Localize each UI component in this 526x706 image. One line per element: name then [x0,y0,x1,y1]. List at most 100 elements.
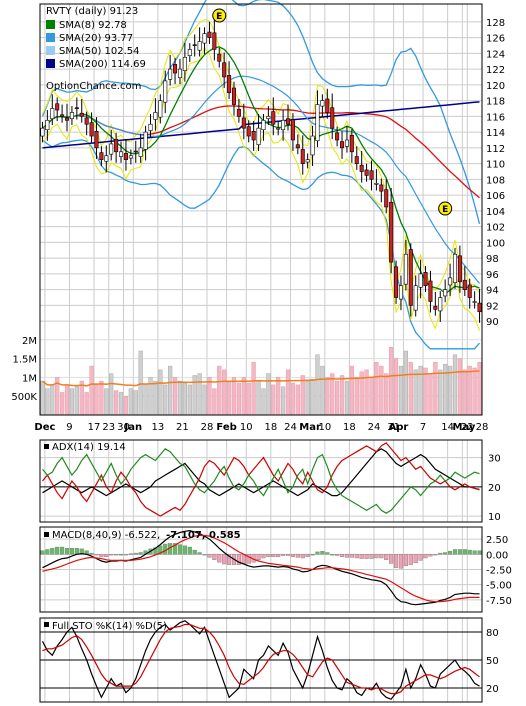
x-tick-label: 24 [284,422,297,433]
candle-body [94,131,99,149]
volume-bar [69,388,75,416]
keltner-upper-line [42,18,480,294]
volume-bar [226,380,232,416]
x-tick-label: 30 [117,422,130,433]
candle-body [340,141,345,149]
candle-body [138,147,143,157]
x-tick-label: 10 [240,422,253,433]
macd-histogram-bar [349,554,354,558]
x-tick-label: 17 [88,422,101,433]
volume-bar [104,388,109,416]
volume-bar [276,377,281,416]
macd-histogram-bar [418,554,423,561]
volume-bar [433,362,438,416]
volume-bar [398,365,404,416]
volume-bar [133,390,138,416]
price-tick-label: 106 [486,191,505,202]
volume-bar [403,350,408,416]
macd-panel: 2.50 0.00 -2.50 -5.00 -7.50 MACD(8,40,9) -6.5… [39,526,512,613]
sma20-line [42,75,480,284]
volume-bar [320,365,325,416]
volume-bar [295,384,300,416]
macd-histogram-bar [55,546,60,555]
candle-body [384,189,389,208]
macd-histogram-bar [128,553,133,555]
volume-bar [158,369,163,416]
volume-tick-label: 500K [11,392,37,403]
volume-bar [64,384,70,416]
adx-title-marker [44,444,49,449]
volume-bar [45,388,50,416]
macd-histogram-bar [222,554,227,565]
macd-histogram-bar [138,552,143,555]
macd-tick-label: 0.00 [486,550,508,561]
price-tick-label: 126 [486,34,505,45]
watermark: OptionChance.com [46,81,141,92]
candle-body [276,127,281,130]
volume-bar [428,373,433,416]
volume-bar [217,365,222,416]
macd-histogram-bar [246,554,251,564]
volume-bar [118,392,124,416]
macd-histogram-bar [462,549,467,555]
volume-bar [280,386,286,416]
price-tick-label: 94 [486,286,499,297]
macd-histogram-bar [423,554,428,559]
candle-body [55,103,60,111]
candle-body [236,108,241,117]
bollinger-upper-band [41,0,481,224]
candle-body [344,139,349,147]
x-tick-label: Mar [299,422,321,433]
candle-body [266,116,271,120]
candle-body [119,151,124,157]
macd-histogram-bar [177,544,183,555]
candle-body [222,62,227,78]
candle-body [261,119,266,131]
candle-body [364,169,369,176]
macd-histogram-bar [241,554,246,565]
volume-bar [128,388,133,416]
x-tick-label: 13 [151,422,164,433]
macd-histogram-bar [467,549,472,555]
volume-bar [438,369,443,416]
macd-histogram-bar [413,554,418,564]
candle-body [379,184,384,192]
macd-histogram-bar [172,543,178,555]
macd-histogram-bar [89,552,94,555]
volume-bar [123,395,129,416]
volume-bar [462,369,467,416]
volume-bar [207,377,212,416]
macd-histogram-bar [207,554,212,558]
macd-histogram-bar [276,554,281,557]
volume-tick-label: 1M [22,373,37,384]
macd-histogram-bar [384,554,389,560]
macd-histogram-bar [315,551,320,555]
volume-bar [384,373,389,416]
volume-bar [168,365,173,416]
volume-bar [246,382,251,416]
volume-bar [79,380,84,416]
volume-bar [153,380,158,416]
volume-bar [94,384,99,416]
candle-body [295,144,300,149]
macd-histogram-bar [212,554,217,560]
volume-bar [443,363,448,416]
macd-histogram-bar [99,554,104,557]
macd-histogram-bar [261,554,266,559]
volume-bar [310,379,315,416]
price-tick-label: 90 [486,317,499,328]
macd-histogram-bar [217,554,222,563]
candle-body [320,100,325,107]
volume-bar [300,375,305,416]
candle-body [45,119,50,131]
price-tick-label: 114 [486,128,505,139]
volume-bar [256,380,261,416]
candle-body [271,111,276,125]
macd-histogram-bar [379,554,384,559]
macd-histogram-bar [290,554,295,557]
macd-histogram-bar [79,548,84,555]
macd-histogram-bar [438,552,443,555]
candle-body [143,131,148,150]
x-tick-label: 23 [102,422,115,433]
candle-body [69,112,74,120]
